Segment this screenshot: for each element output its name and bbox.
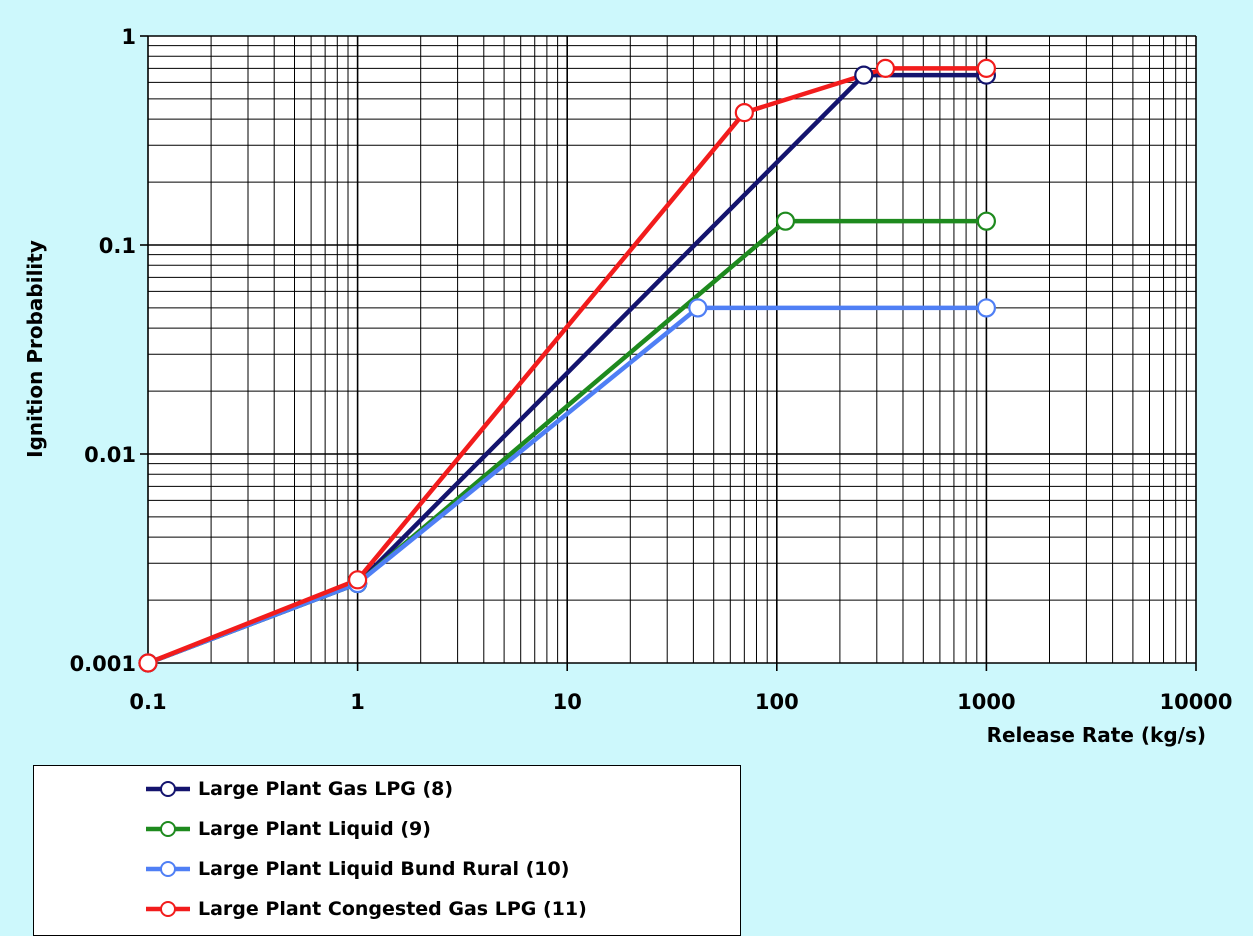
x-tick-label: 0.1 (129, 690, 166, 714)
legend-swatch (146, 781, 190, 797)
legend-item: Large Plant Gas LPG (8) (144, 774, 453, 804)
y-tick-label: 0.1 (99, 234, 136, 258)
legend-swatch (146, 901, 190, 917)
legend-item: Large Plant Liquid Bund Rural (10) (144, 854, 569, 884)
plot-area (148, 36, 1196, 663)
x-axis-ticks: 0.1 1 10 100 1000 10000 (129, 690, 1232, 714)
series-2-point (775, 211, 796, 231)
legend-label: Large Plant Liquid Bund Rural (10) (198, 858, 570, 880)
y-axis-ticks: 0.001 0.01 0.1 1 (70, 25, 136, 676)
legend-swatch (146, 821, 190, 837)
series-4-point (138, 653, 158, 673)
legend-swatch (146, 861, 190, 877)
y-tick-label: 0.001 (70, 652, 136, 676)
y-tick-label: 1 (121, 25, 136, 49)
y-tick-label: 0.01 (84, 443, 136, 467)
x-tick-label: 100 (755, 690, 799, 714)
x-axis-title: Release Rate (kg/s) (987, 723, 1206, 747)
x-tick-label: 1 (350, 690, 365, 714)
series-3-point (976, 298, 997, 318)
grid (140, 35, 1197, 671)
legend: Large Plant Gas LPG (8) Large Plant Liqui… (33, 765, 741, 936)
legend-label: Large Plant Gas LPG (8) (198, 778, 454, 800)
series-3-point (688, 298, 708, 318)
y-axis-title: Ignition Probability (23, 240, 47, 458)
series-4-point (348, 570, 368, 590)
legend-item: Large Plant Congested Gas LPG (11) (144, 894, 587, 924)
x-tick-label: 10 (553, 690, 582, 714)
x-tick-label: 1000 (957, 690, 1015, 714)
legend-label: Large Plant Congested Gas LPG (11) (198, 898, 587, 920)
series-1-point (854, 65, 874, 85)
legend-item: Large Plant Liquid (9) (144, 814, 431, 844)
series-layer (138, 58, 997, 673)
legend-label: Large Plant Liquid (9) (198, 818, 431, 840)
series-4-point (976, 58, 997, 78)
x-tick-label: 10000 (1159, 690, 1232, 714)
series-4-point (875, 58, 896, 78)
series-2-point (976, 211, 997, 231)
series-4-point (734, 103, 754, 123)
